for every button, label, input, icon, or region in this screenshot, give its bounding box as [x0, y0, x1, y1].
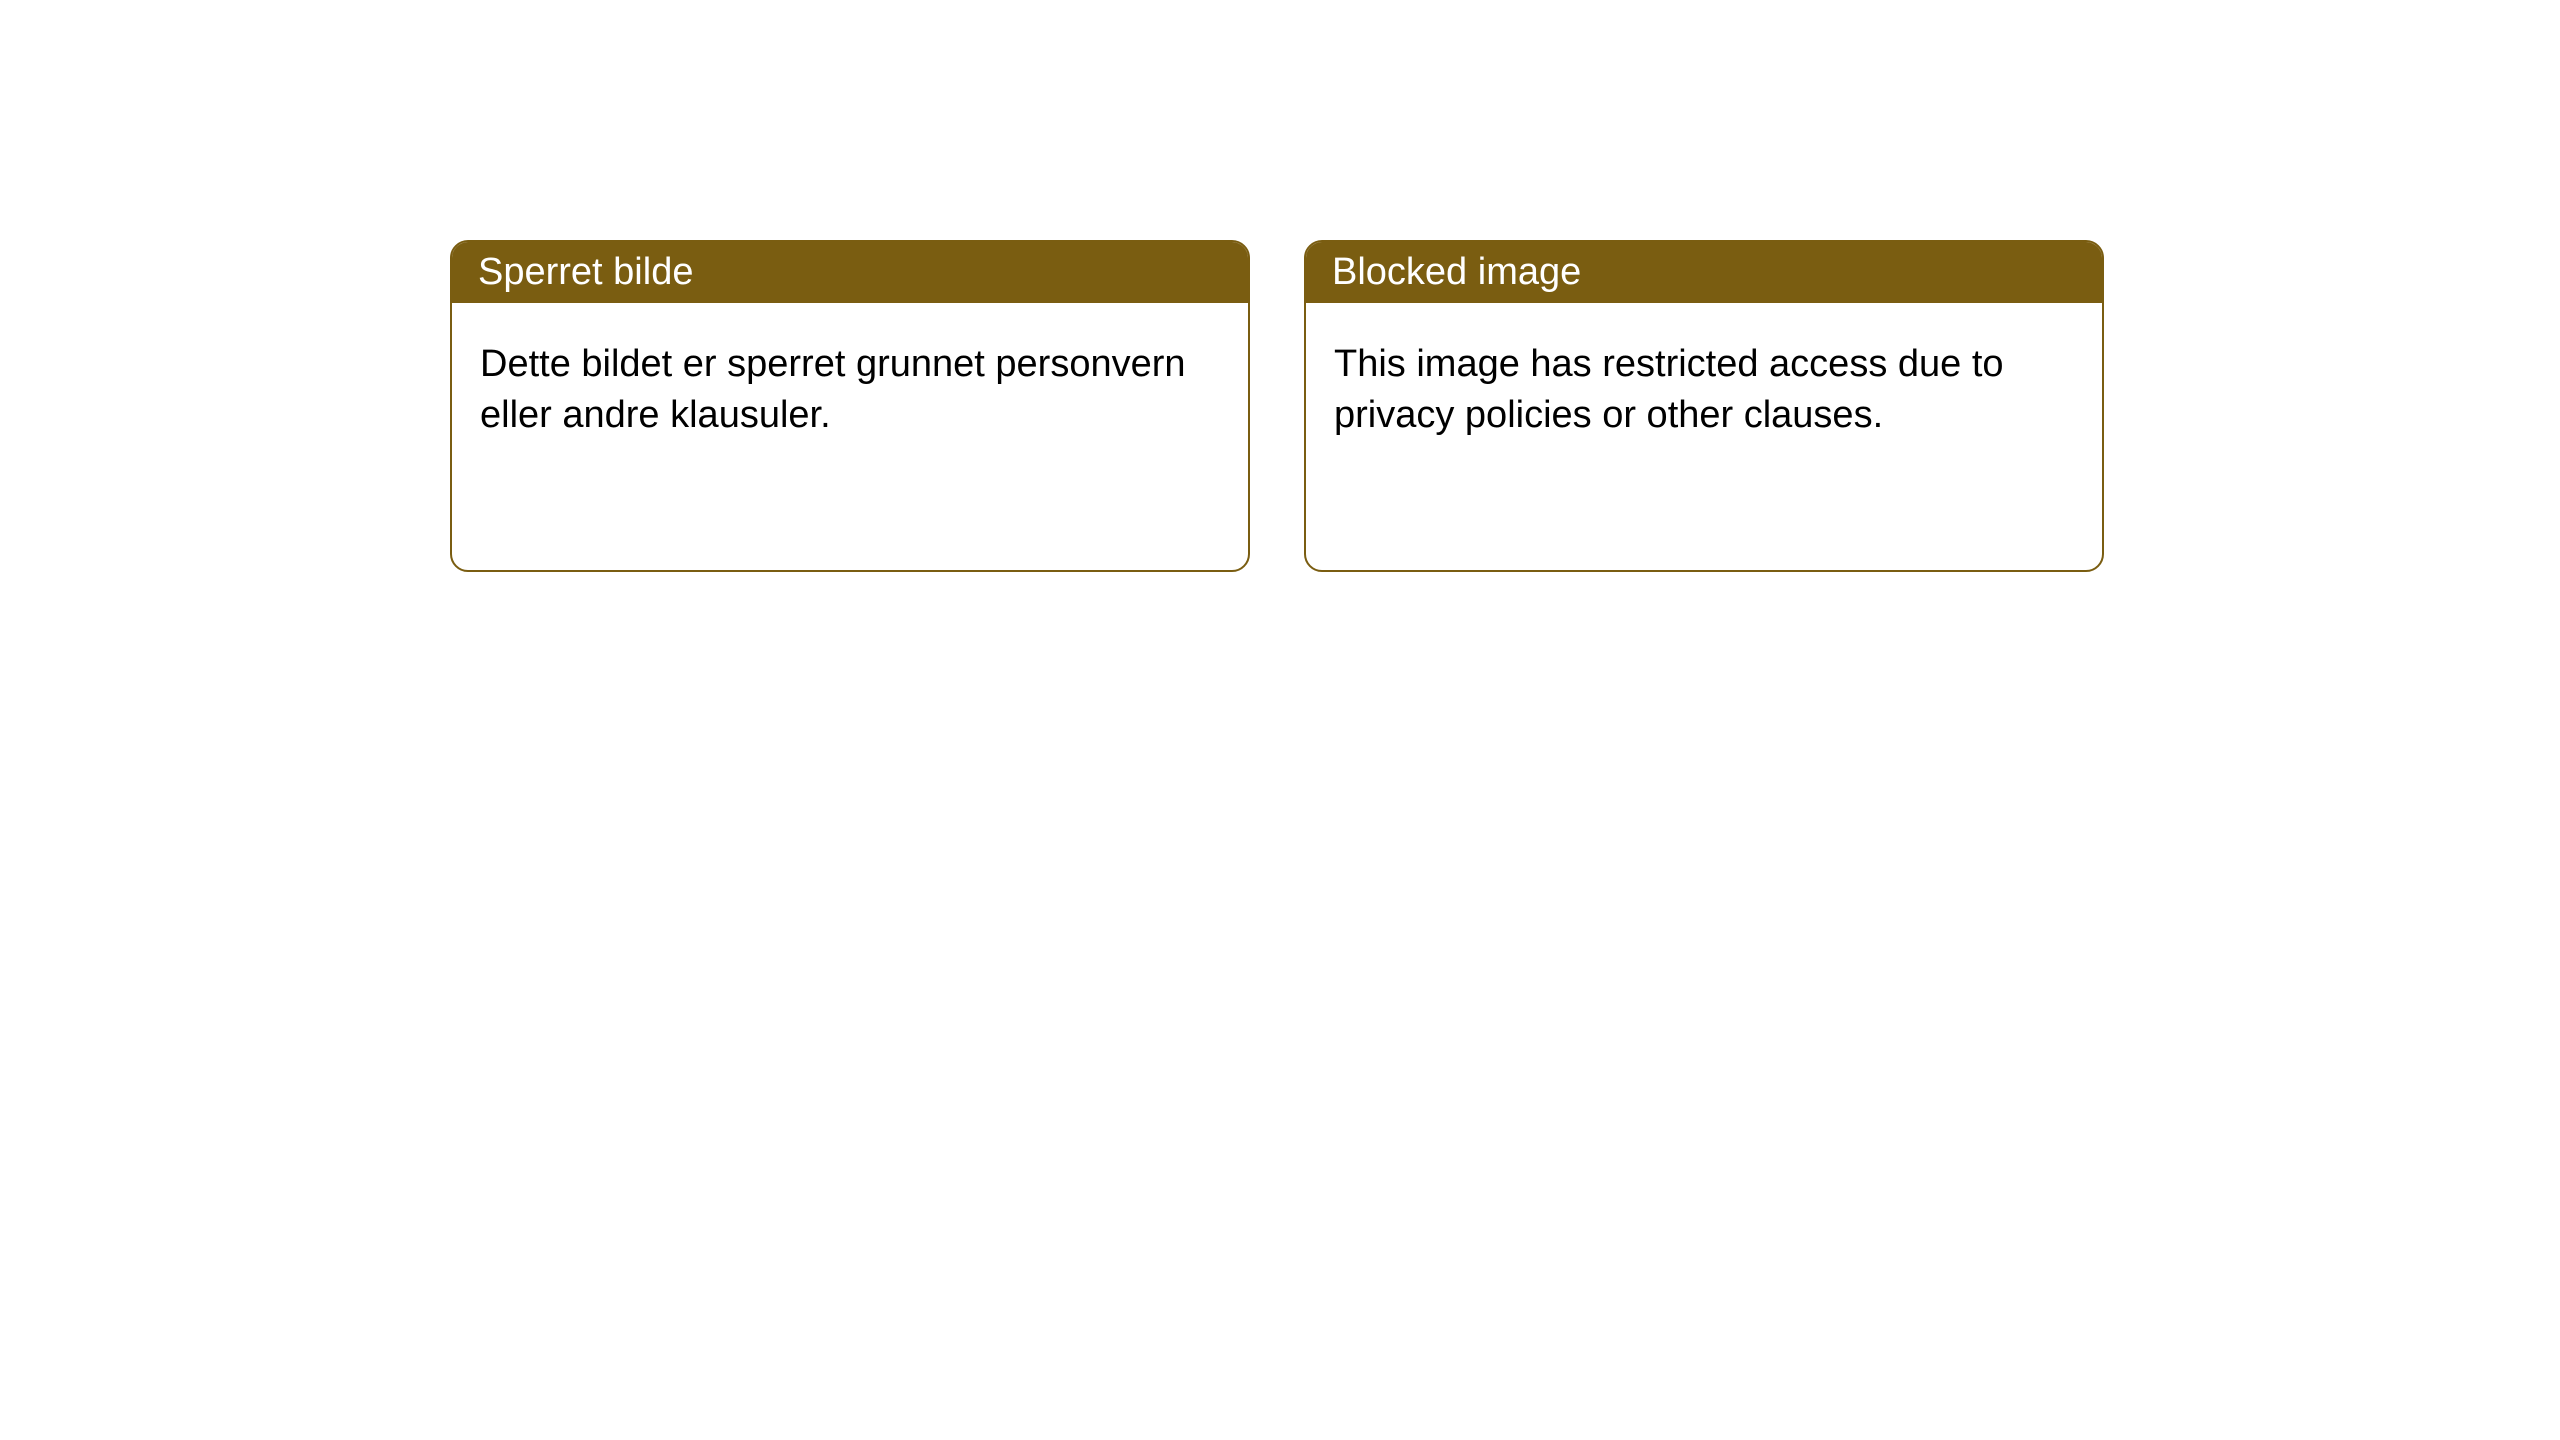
cards-container: Sperret bilde Dette bildet er sperret gr… — [0, 0, 2560, 572]
card-body-no: Dette bildet er sperret grunnet personve… — [452, 303, 1248, 478]
card-body-en: This image has restricted access due to … — [1306, 303, 2102, 478]
blocked-image-card-no: Sperret bilde Dette bildet er sperret gr… — [450, 240, 1250, 572]
card-header-no: Sperret bilde — [452, 242, 1248, 303]
blocked-image-card-en: Blocked image This image has restricted … — [1304, 240, 2104, 572]
card-header-en: Blocked image — [1306, 242, 2102, 303]
